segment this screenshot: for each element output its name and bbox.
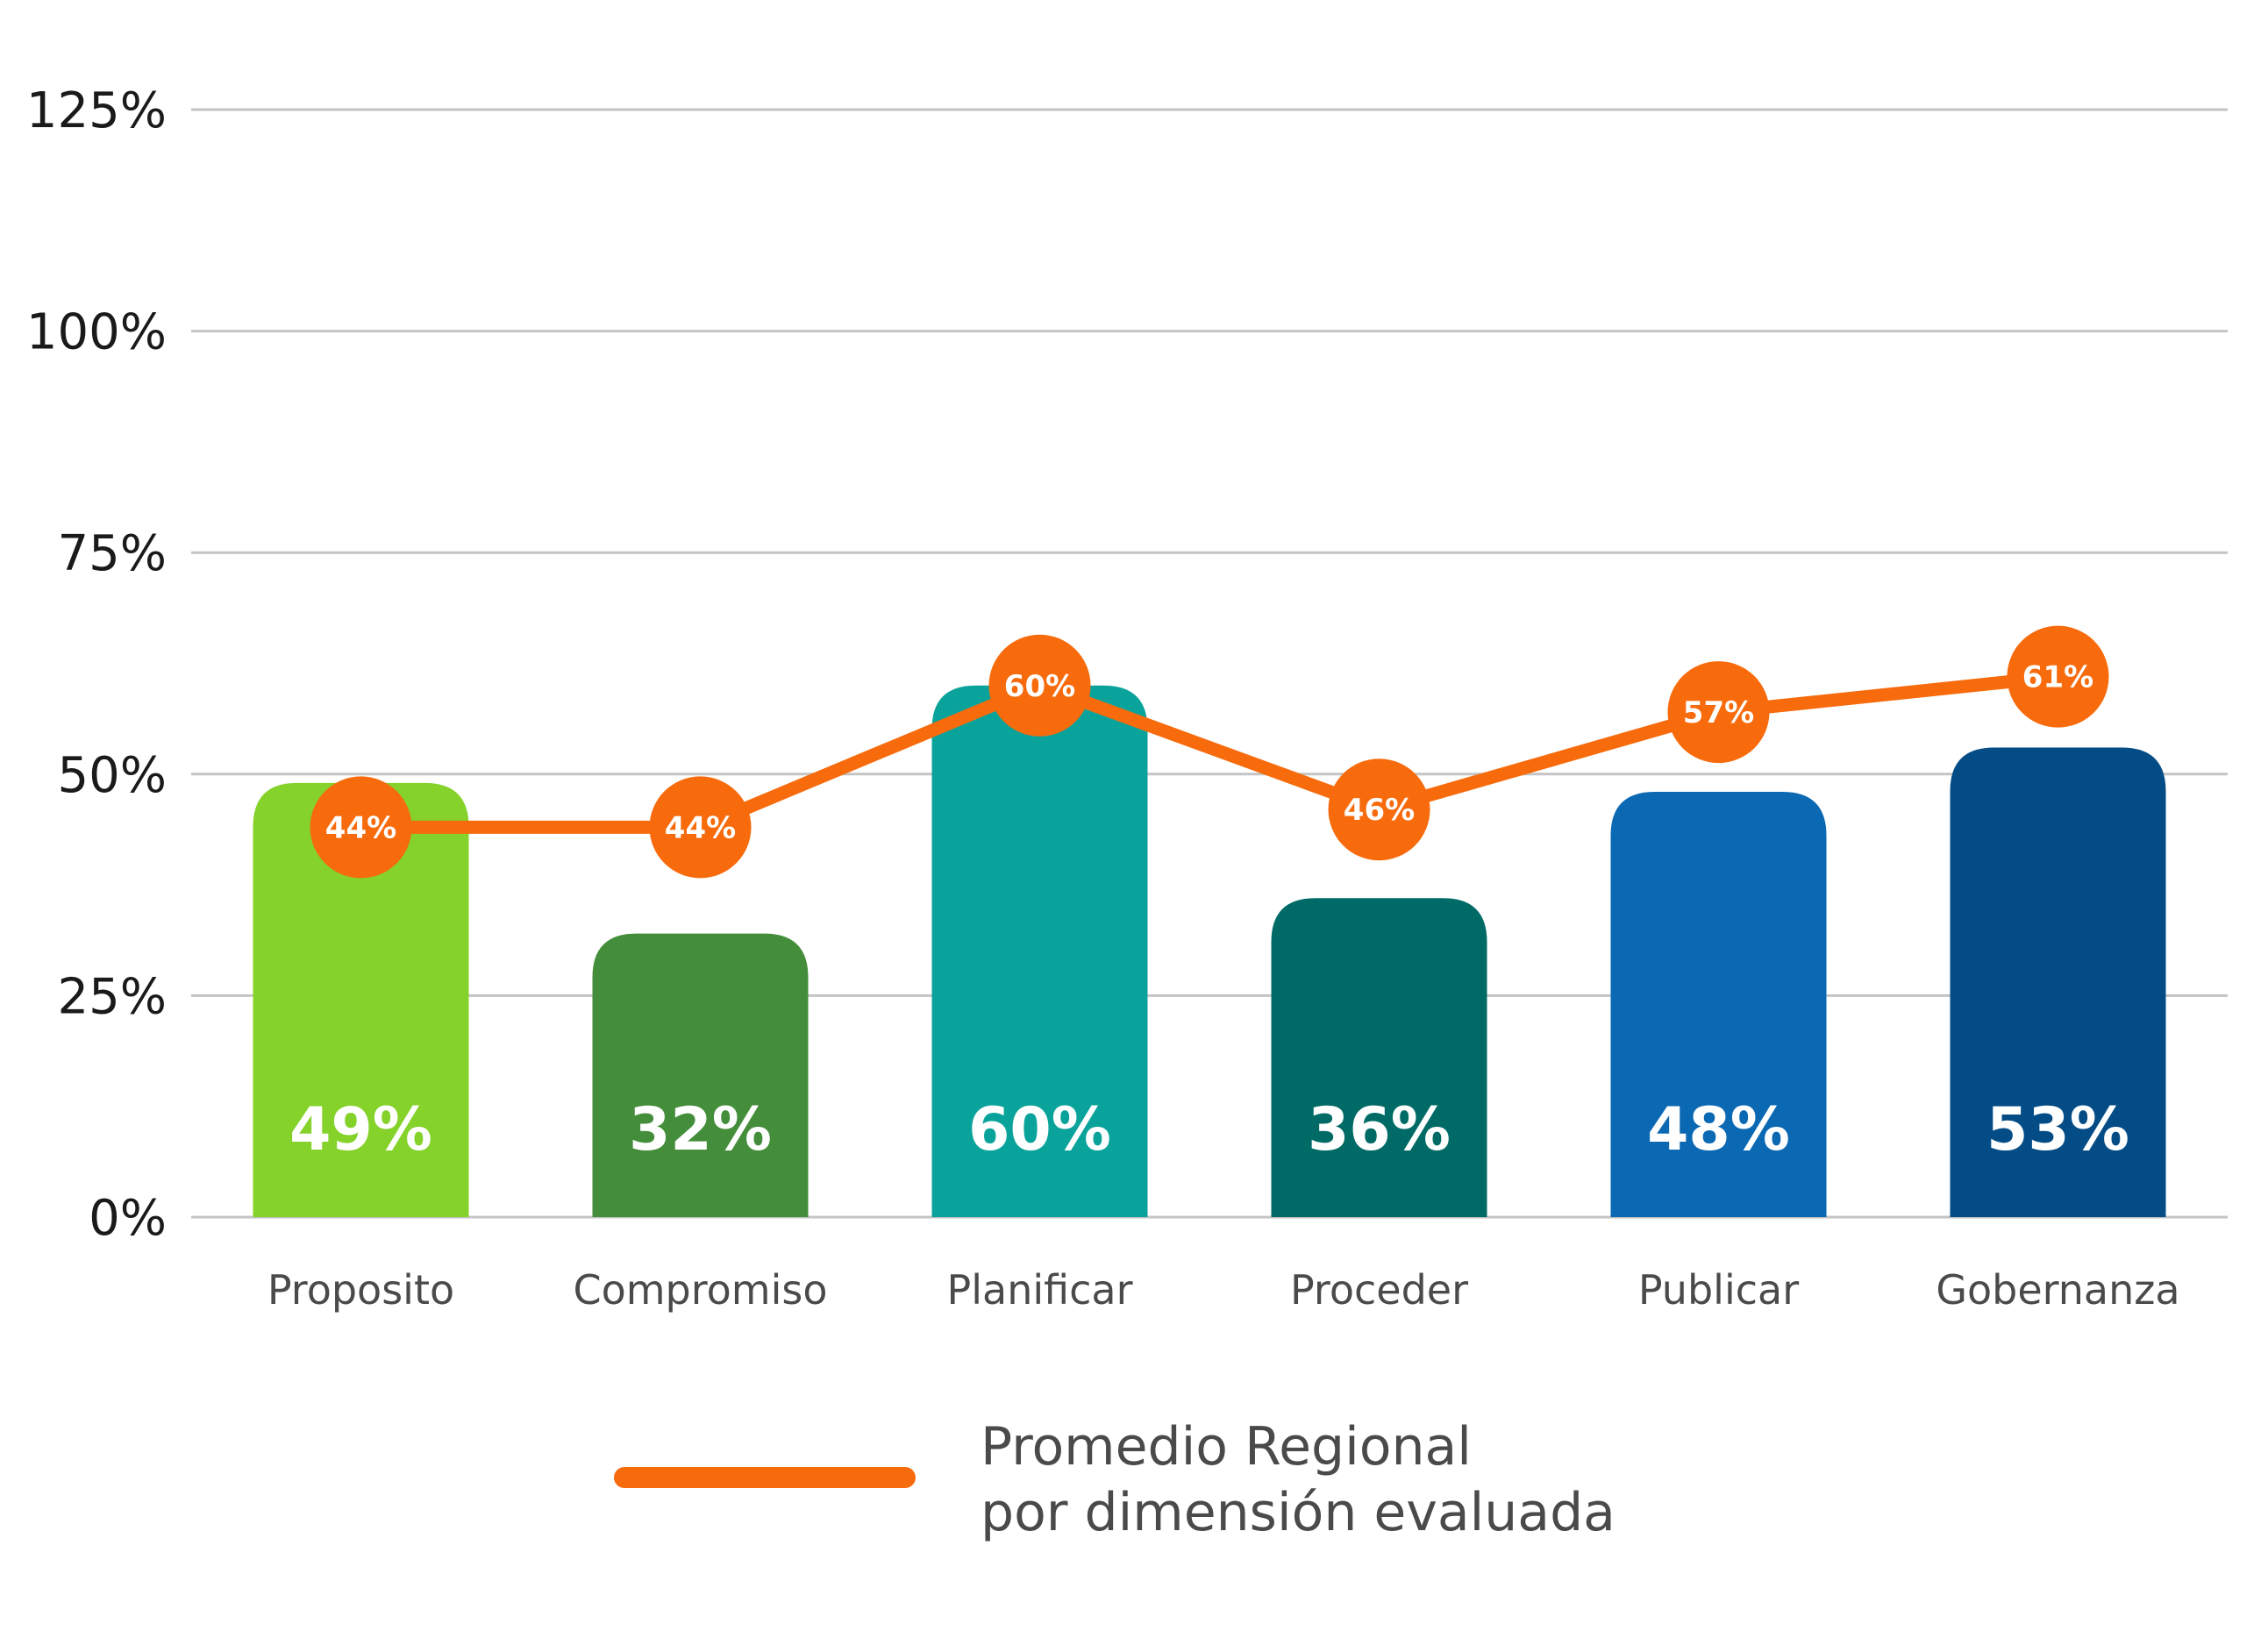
bar [931, 685, 1148, 1217]
line-point-label: 60% [1004, 669, 1075, 704]
line-point-label: 44% [325, 810, 396, 845]
x-category-label: Proceder [1290, 1266, 1468, 1314]
line-point-label: 44% [665, 810, 736, 845]
line-point-marker [1328, 759, 1430, 861]
line-point-marker [1667, 661, 1770, 764]
line-point-label: 46% [1344, 793, 1415, 828]
x-category-label: Proposito [267, 1266, 454, 1314]
bar [1271, 898, 1487, 1217]
y-tick-label: 125% [26, 82, 167, 139]
line-series: 44% 44% 60% 46% 57% 61% [310, 625, 2109, 879]
line-point-marker [649, 776, 752, 879]
y-tick-label: 75% [58, 525, 167, 582]
x-category-label: Gobernanza [1936, 1266, 2179, 1314]
x-category-label: Publicar [1638, 1266, 1799, 1314]
y-axis-tick-labels: 0% 25% 50% 75% 100% 125% [26, 82, 167, 1247]
x-axis-category-labels: Proposito Compromiso Planificar Proceder Pub… [267, 1266, 2180, 1314]
line-series-path [360, 670, 2059, 834]
bar-value-label: 36% [1308, 1095, 1451, 1164]
bar-value-label: 60% [968, 1095, 1111, 1164]
bar-value-label: 32% [629, 1095, 772, 1164]
legend-label-line1: Promedio Regional [981, 1416, 1472, 1478]
bars [253, 685, 2166, 1217]
legend: Promedio Regional por dimensión evaluada [614, 1416, 1615, 1543]
line-point-marker [2007, 625, 2109, 728]
bar [1610, 792, 1827, 1217]
legend-label-line2: por dimensión evaluada [981, 1482, 1615, 1543]
bar-value-label: 48% [1647, 1095, 1790, 1164]
line-point-marker [988, 634, 1091, 737]
y-tick-label: 100% [26, 304, 167, 361]
y-tick-label: 50% [58, 747, 167, 804]
line-point-label: 57% [1683, 695, 1754, 730]
bar-value-label: 53% [1986, 1095, 2129, 1164]
line-point-label: 61% [2022, 660, 2093, 695]
bar [1950, 747, 2166, 1217]
x-category-label: Planificar [946, 1266, 1132, 1314]
bar [253, 782, 469, 1217]
bar-value-labels: 49% 32% 60% 36% 48% 53% [289, 1095, 2129, 1164]
line-point-marker [310, 776, 412, 879]
bar [592, 933, 809, 1217]
x-category-label: Compromiso [573, 1266, 827, 1314]
bar-value-label: 49% [289, 1095, 432, 1164]
grid-lines [191, 108, 2228, 1219]
y-tick-label: 25% [58, 968, 167, 1025]
y-tick-label: 0% [89, 1190, 167, 1247]
